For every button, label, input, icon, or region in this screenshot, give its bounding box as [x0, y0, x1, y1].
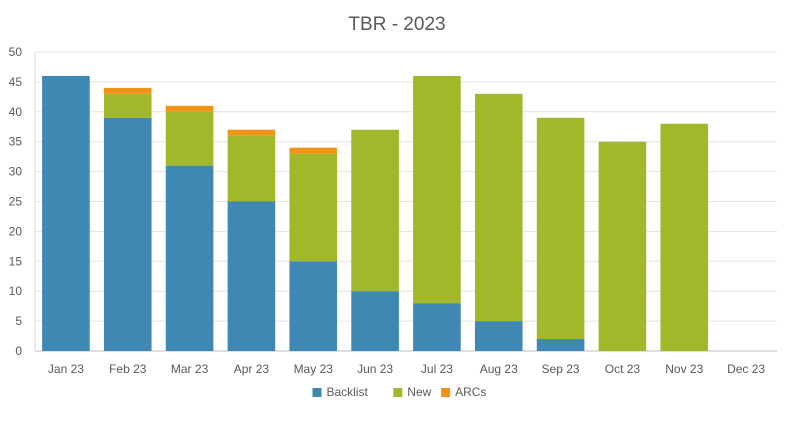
bar-backlist-jan-23: [42, 75, 90, 352]
bar-new-sep-23: [536, 117, 585, 340]
legend: Backlist New ARCs: [312, 385, 486, 399]
y-tick-label: 10: [9, 284, 23, 298]
y-axis-ticks: 0 5 10 15 20 25 30 35 40 45 50: [9, 45, 23, 358]
x-axis-ticks: Jan 23 Feb 23 Mar 23 Apr 23 May 23 Jun 23 Jul …: [48, 362, 766, 376]
bar-backlist-mar-23: [165, 165, 214, 351]
x-tick-label: Jun 23: [357, 362, 393, 376]
y-tick-label: 50: [9, 45, 23, 59]
bar-backlist-feb-23: [103, 117, 152, 351]
x-tick-label: Jul 23: [421, 362, 453, 376]
legend-item-new: New: [393, 385, 432, 399]
x-tick-label: Dec 23: [727, 362, 765, 376]
x-tick-label: Oct 23: [605, 362, 641, 376]
bar-backlist-jun-23: [351, 291, 399, 351]
legend-swatch: [441, 388, 451, 397]
bar-new-jul-23: [413, 75, 461, 304]
bar-new-may-23: [289, 153, 338, 262]
bar-new-apr-23: [227, 135, 276, 202]
bar-backlist-apr-23: [227, 201, 276, 351]
x-tick-label: Feb 23: [109, 362, 147, 376]
bars: [42, 75, 709, 352]
bar-backlist-may-23: [289, 261, 338, 351]
bar-backlist-jul-23: [413, 303, 461, 351]
legend-label: ARCs: [455, 385, 486, 399]
y-tick-label: 45: [9, 75, 23, 89]
x-tick-label: May 23: [294, 362, 334, 376]
bar-backlist-aug-23: [474, 321, 523, 351]
x-tick-label: Sep 23: [542, 362, 580, 376]
gridlines: [34, 51, 777, 352]
x-tick-label: Jan 23: [48, 362, 84, 376]
y-tick-label: 30: [9, 165, 23, 179]
bar-arcs-feb-23: [103, 87, 152, 94]
bar-backlist-sep-23: [536, 339, 585, 351]
x-tick-label: Apr 23: [234, 362, 270, 376]
legend-swatch: [312, 388, 322, 397]
y-tick-label: 35: [9, 135, 23, 149]
x-tick-label: Mar 23: [171, 362, 209, 376]
legend-item-backlist: Backlist: [312, 385, 369, 399]
bar-new-mar-23: [165, 111, 214, 166]
bar-arcs-mar-23: [165, 105, 214, 112]
legend-swatch: [393, 388, 403, 397]
y-tick-label: 0: [15, 344, 22, 358]
y-tick-label: 20: [9, 224, 23, 238]
legend-label: New: [407, 385, 431, 399]
x-tick-label: Nov 23: [665, 362, 703, 376]
x-tick-label: Aug 23: [480, 362, 518, 376]
y-tick-label: 5: [15, 314, 22, 328]
y-tick-label: 40: [9, 105, 23, 119]
bar-arcs-apr-23: [227, 129, 276, 136]
bar-arcs-may-23: [289, 147, 338, 154]
bar-new-feb-23: [103, 93, 152, 118]
bar-new-nov-23: [660, 123, 709, 351]
bar-new-oct-23: [598, 141, 647, 351]
legend-label: Backlist: [327, 385, 369, 399]
y-tick-label: 25: [9, 195, 23, 209]
y-tick-label: 15: [9, 254, 23, 268]
bar-new-aug-23: [474, 93, 523, 322]
chart-title: TBR - 2023: [348, 14, 445, 35]
legend-item-arcs: ARCs: [441, 385, 486, 399]
bar-new-jun-23: [351, 129, 399, 292]
